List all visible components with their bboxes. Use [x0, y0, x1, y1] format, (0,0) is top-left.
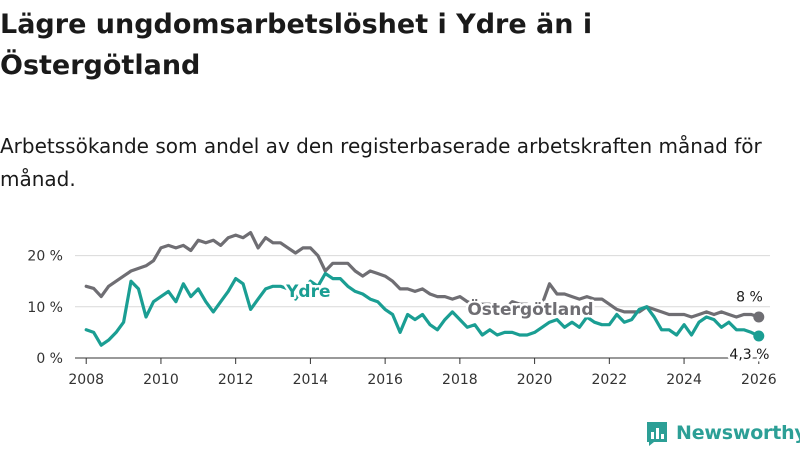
x-tick-label: 2014 [293, 372, 329, 388]
brand-name: Newsworthy [676, 422, 800, 444]
ostergotland-line [84, 231, 761, 319]
label-layer: 0 % 10 % 20 % 2008 2010 2012 2014 2016 2018 2020 2… [27, 249, 776, 388]
x-tick-label: 2026 [741, 372, 777, 388]
line-layer [84, 231, 765, 347]
line-chart: 0 % 10 % 20 % 2008 2010 2012 2014 2016 2018 2020 2… [27, 231, 777, 388]
ydre-series-label: Ydre [285, 282, 330, 302]
x-tick-label: 2022 [592, 372, 628, 388]
ostergotland-series-label: Östergötland [467, 298, 593, 320]
x-tick-label: 2012 [218, 372, 254, 388]
x-tick-label: 2024 [666, 372, 702, 388]
grid-layer [75, 255, 770, 364]
ostergotland-end-point [753, 311, 765, 323]
newsworthy-icon [647, 422, 667, 446]
ydre-end-point [753, 330, 765, 342]
newsworthy-logo[interactable]: Newsworthy [645, 419, 800, 447]
ostergotland-end-label: 8 % [736, 290, 763, 306]
y-tick-label: 20 % [27, 249, 63, 265]
x-tick-label: 2016 [367, 372, 403, 388]
x-tick-label: 2010 [143, 372, 179, 388]
x-tick-label: 2008 [68, 372, 104, 388]
ydre-line [84, 271, 761, 347]
y-tick-label: 0 % [36, 351, 63, 367]
ydre-end-label: 4,3 % [729, 347, 769, 363]
x-tick-label: 2020 [517, 372, 553, 388]
x-tick-label: 2018 [442, 372, 478, 388]
chart-title: Lägre ungdomsarbetslöshet i Ydre än i Ös… [0, 9, 593, 81]
y-tick-label: 10 % [27, 300, 63, 316]
chart-subtitle: Arbetssökande som andel av den registerb… [0, 134, 762, 191]
